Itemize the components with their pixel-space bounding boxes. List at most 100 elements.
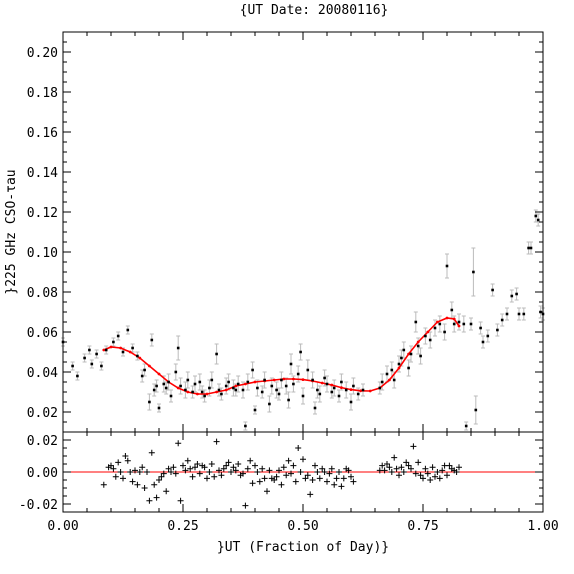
residual-point xyxy=(208,461,215,467)
data-point xyxy=(325,382,329,386)
residual-point xyxy=(124,457,131,464)
data-point xyxy=(416,344,420,348)
data-point xyxy=(510,294,514,298)
y-tick-label: 0.10 xyxy=(27,246,58,261)
resid-x-tick-label: 0.75 xyxy=(407,519,438,534)
data-point xyxy=(529,246,533,250)
residual-point xyxy=(117,469,124,475)
residual-point xyxy=(172,470,179,477)
data-point xyxy=(162,382,166,386)
data-point xyxy=(167,380,170,384)
residual-point xyxy=(252,462,258,469)
main-plot-frame xyxy=(62,31,544,433)
fit-marker xyxy=(253,380,257,384)
data-point xyxy=(191,390,194,394)
y-tick-label: 0.18 xyxy=(27,86,58,101)
data-point xyxy=(392,378,396,382)
chart-title: {UT Date: 20080116} xyxy=(240,3,389,18)
residual-point xyxy=(309,477,316,483)
resid-x-tick-label: 0.25 xyxy=(167,519,198,534)
residual-point xyxy=(336,469,342,475)
data-point xyxy=(251,368,254,372)
residual-point xyxy=(453,469,460,475)
residual-point xyxy=(271,477,278,483)
data-point xyxy=(217,388,221,392)
data-point xyxy=(126,328,130,332)
residual-point xyxy=(216,467,222,474)
data-point xyxy=(505,312,509,316)
main-y-axis-label: }225 GHz CSO-τau xyxy=(4,169,19,294)
data-point xyxy=(385,372,389,376)
residual-point xyxy=(266,467,273,474)
resid-x-tick-label: 0.50 xyxy=(287,519,318,534)
data-point xyxy=(299,350,302,354)
residual-point xyxy=(139,464,146,471)
residual-point xyxy=(122,453,129,459)
residual-point xyxy=(420,475,426,482)
residual-point xyxy=(456,464,462,471)
residual-point xyxy=(379,462,386,469)
data-point xyxy=(198,380,202,384)
data-point xyxy=(148,400,151,404)
data-point xyxy=(424,334,427,338)
fit-marker xyxy=(292,377,295,381)
residual-point xyxy=(412,470,419,477)
data-point xyxy=(474,408,478,412)
residual-point xyxy=(290,462,297,469)
residual-point xyxy=(225,459,232,466)
residual-point xyxy=(312,462,318,469)
data-point xyxy=(155,384,158,388)
data-point xyxy=(270,384,274,388)
data-point xyxy=(479,326,482,330)
fit-marker xyxy=(128,350,132,354)
data-point xyxy=(244,424,247,428)
data-point xyxy=(284,384,288,388)
residual-point xyxy=(228,469,234,475)
data-point xyxy=(472,270,475,274)
residual-point xyxy=(151,481,158,488)
fit-marker xyxy=(340,386,343,389)
residual-point xyxy=(324,478,330,485)
data-point xyxy=(296,372,300,376)
residual-point xyxy=(180,462,186,469)
fit-marker xyxy=(272,378,276,382)
data-point xyxy=(176,346,180,350)
residual-point xyxy=(144,469,150,475)
residual-point xyxy=(415,459,422,466)
y-tick-label: 0.16 xyxy=(27,126,58,141)
data-point xyxy=(224,384,228,388)
residual-point xyxy=(280,464,287,471)
fit-marker xyxy=(359,389,362,393)
residual-point xyxy=(206,469,213,475)
residual-point xyxy=(146,497,153,504)
residual-point xyxy=(230,464,237,471)
fit-marker xyxy=(416,340,420,344)
data-point xyxy=(517,312,521,316)
residual-point xyxy=(340,475,347,482)
data-point xyxy=(234,388,238,392)
residual-point xyxy=(254,469,261,475)
residual-point xyxy=(168,469,174,475)
data-point xyxy=(356,392,360,396)
data-point xyxy=(306,368,310,372)
data-point xyxy=(152,388,156,392)
data-point xyxy=(227,380,230,384)
residual-point xyxy=(163,488,170,495)
residual-point xyxy=(338,483,345,490)
residual-point xyxy=(436,475,443,482)
fit-marker xyxy=(320,381,324,385)
residual-point xyxy=(184,457,191,464)
resid-y-tick-label: 0.02 xyxy=(27,434,58,449)
fit-marker xyxy=(397,366,401,370)
data-point xyxy=(527,246,530,250)
resid-x-tick-label: 0.00 xyxy=(47,519,78,534)
residual-point xyxy=(247,457,254,464)
data-point xyxy=(457,320,461,324)
data-point xyxy=(349,400,353,404)
fit-marker xyxy=(176,386,180,390)
data-point xyxy=(277,392,281,396)
data-point xyxy=(263,378,266,382)
residual-point xyxy=(302,475,309,482)
data-point xyxy=(236,382,240,386)
